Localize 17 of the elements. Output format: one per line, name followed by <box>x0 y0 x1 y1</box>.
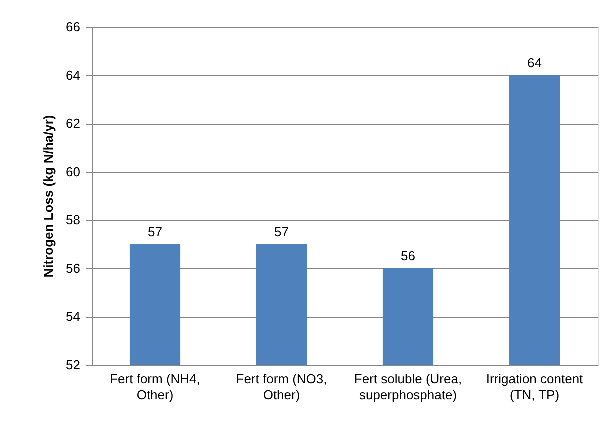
data-label: 57 <box>274 224 289 240</box>
y-tick-label: 58 <box>66 212 80 228</box>
y-tick-label: 54 <box>66 309 80 324</box>
y-tick-label: 60 <box>66 164 80 180</box>
x-tick-label: Fert form (NH4, Other) <box>110 372 200 402</box>
y-tick-label: 62 <box>66 116 80 132</box>
x-tick-label: Fert form (NO3, Other) <box>236 372 328 402</box>
x-tick-label: Irrigation content (TN, TP) <box>486 372 584 402</box>
y-tick-label: 52 <box>66 358 80 372</box>
x-tick-label: Fert soluble (Urea, superphosphate) <box>354 372 462 402</box>
data-label: 56 <box>401 248 416 264</box>
data-label: 57 <box>148 224 162 240</box>
data-label: 64 <box>528 55 542 70</box>
y-tick-label: 56 <box>66 260 80 276</box>
y-tick-label: 66 <box>66 20 80 34</box>
y-tick-label: 64 <box>66 68 80 83</box>
y-axis-title: Nitrogen Loss (kg N/ha/yr) <box>41 115 56 278</box>
